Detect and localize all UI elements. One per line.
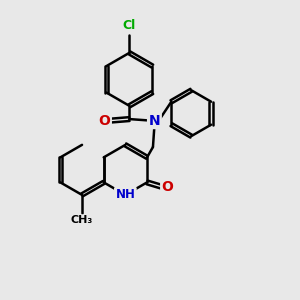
Text: O: O <box>162 180 174 194</box>
Text: NH: NH <box>116 188 135 201</box>
Text: O: O <box>98 114 110 128</box>
Text: Cl: Cl <box>123 19 136 32</box>
Text: CH₃: CH₃ <box>71 215 93 225</box>
Text: N: N <box>148 114 160 128</box>
